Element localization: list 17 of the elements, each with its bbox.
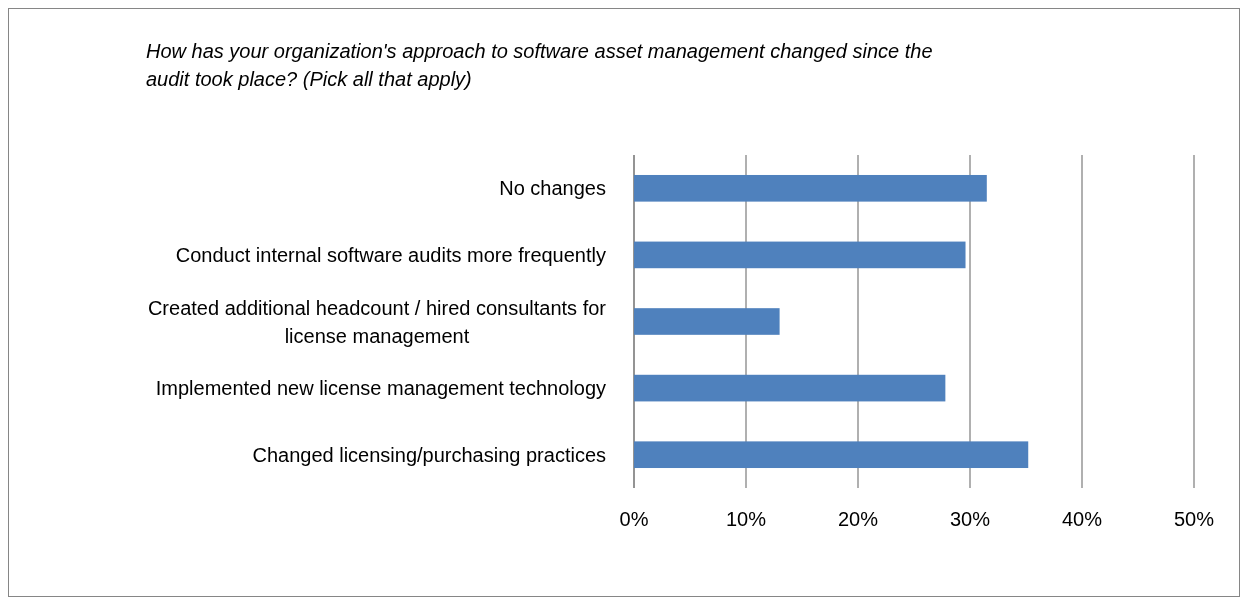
bar (634, 174, 987, 202)
bar (634, 308, 780, 335)
bar (634, 374, 946, 402)
bar (634, 441, 1029, 469)
y-tick-label: Conduct internal software audits more frequently (175, 243, 606, 266)
x-tick-label: 20% (837, 508, 879, 530)
y-tick-label: No changes (499, 177, 606, 200)
x-tick-label: 50% (1173, 508, 1215, 530)
x-tick-label: 30% (949, 508, 991, 530)
x-tick-label: 10% (725, 508, 767, 530)
y-tick-label: Created additional headcount / hired consultants for license management (147, 296, 607, 347)
y-tick-label: Changed licensing/purchasing practices (252, 443, 606, 466)
chart-title: How has your organization's approach to software asset management changed since the audit took place? (Pick all that apply) (146, 40, 933, 90)
bar (634, 241, 966, 269)
y-tick-label: Implemented new license management technology (155, 377, 606, 400)
x-tick-label: 40% (1061, 508, 1103, 530)
x-tick-label: 0% (619, 508, 649, 530)
